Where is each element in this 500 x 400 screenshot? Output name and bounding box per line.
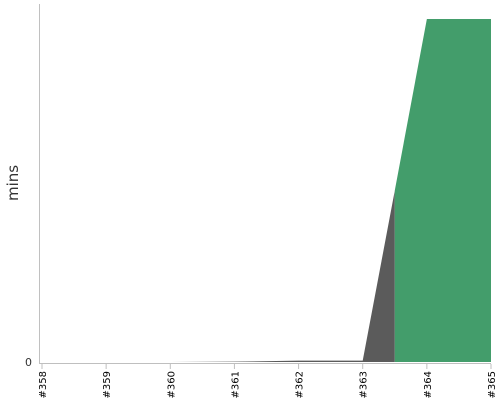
- y-axis-label: mins: [4, 165, 22, 201]
- area-series-2: [394, 19, 491, 362]
- x-tick-label-4: #362: [295, 371, 306, 398]
- x-tick-label-2: #360: [166, 371, 177, 398]
- x-ticks: #358 #359 #360 #361 #362 #363 #364 #365: [38, 364, 498, 398]
- x-tick-label-7: #365: [487, 371, 498, 398]
- x-tick-label-0: #358: [38, 371, 49, 398]
- area-series-1: [42, 190, 395, 362]
- x-tick-label-5: #363: [359, 371, 370, 398]
- x-tick-label-1: #359: [102, 371, 113, 398]
- chart-areas: [42, 19, 491, 362]
- y-tick-label-0: 0: [25, 356, 32, 369]
- x-tick-label-3: #361: [230, 371, 241, 398]
- x-tick-label-6: #364: [423, 371, 434, 398]
